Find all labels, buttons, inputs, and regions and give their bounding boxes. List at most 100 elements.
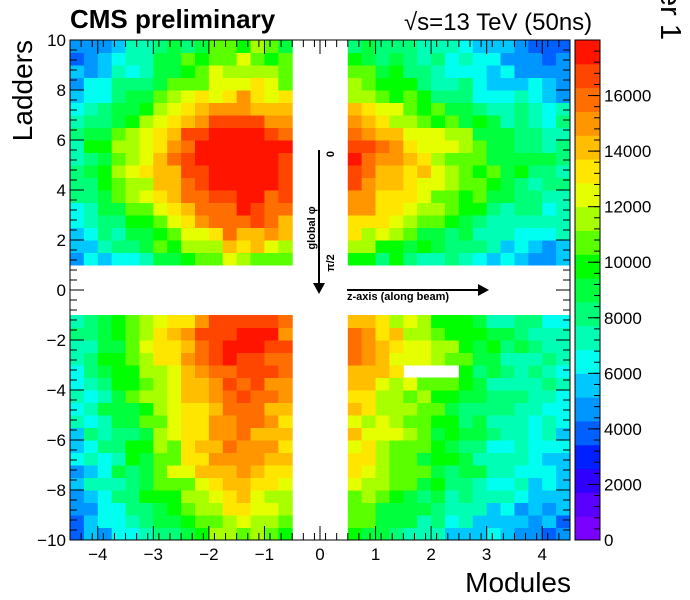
heatmap-cell [195,90,210,103]
heatmap-cell [472,327,488,341]
heatmap-cell [347,165,363,178]
heatmap-cell [139,415,154,428]
heatmap-cell [278,502,293,516]
color-bar-title: Cluster Occupancy- Layer 1 [654,0,686,40]
heatmap-cell [445,252,460,266]
heatmap-cell [431,340,446,353]
heatmap-cell [417,402,432,416]
heatmap-cell [417,127,432,141]
heatmap-cell [195,327,210,341]
heatmap-cell [264,352,279,366]
heatmap-cell [153,102,168,116]
heatmap-cell [83,327,99,341]
heatmap-cell [181,77,196,91]
heatmap-cell [556,315,571,328]
heatmap-cell [556,152,571,166]
heatmap-cell [389,452,404,466]
heatmap-cell [347,177,363,191]
heatmap-cell [236,502,252,516]
heatmap-cell [500,452,515,466]
heatmap-cell [264,427,279,441]
heatmap-cell [153,202,168,216]
heatmap-cell [222,52,238,66]
heatmap-cell [264,40,279,53]
heatmap-cell [417,115,432,128]
heatmap-cell [486,465,502,478]
color-bar-segment [575,40,600,65]
heatmap-cell [167,190,182,203]
heatmap-cell [514,77,529,91]
heatmap-cell [250,427,265,441]
heatmap-cell [208,52,224,66]
heatmap-cell [556,52,571,66]
heatmap-cell [181,115,196,128]
heatmap-cell [125,227,140,241]
heatmap-cell [542,65,557,78]
heatmap-cell [278,402,293,416]
heatmap-cell [445,490,460,503]
heatmap-cell [486,102,502,116]
heatmap-cell [389,390,404,403]
x-tick-label: 0 [315,545,324,564]
heatmap-cell [70,152,85,166]
heatmap-cell [236,140,252,153]
heatmap-cell [195,465,210,478]
heatmap-cell [445,477,460,491]
heatmap-cell [250,140,265,153]
heatmap-cell [445,390,460,403]
heatmap-cell [139,477,154,491]
heatmap-cell [278,40,293,53]
heatmap-cell [125,477,140,491]
heatmap-cell [500,440,515,453]
heatmap-cell [83,402,99,416]
heatmap-cell [403,377,418,391]
heatmap-cell [472,152,488,166]
heatmap-cell [70,377,85,391]
heatmap-cell [153,127,168,141]
heatmap-cell [375,390,390,403]
heatmap-cell [556,140,571,153]
heatmap-cell [125,77,140,91]
heatmap-cell [514,190,529,203]
heatmap-cell [556,215,571,228]
heatmap-cell [403,140,418,153]
heatmap-cell [458,527,474,541]
heatmap-cell [264,465,279,478]
y-tick-label: −6 [47,431,66,450]
heatmap-cell [361,77,377,91]
heatmap-cell [111,165,127,178]
color-bar-frame [574,39,601,541]
heatmap-cell [222,515,238,528]
heatmap-cell [250,527,265,541]
heatmap-cell [83,127,99,141]
heatmap-cell [361,340,377,353]
heatmap-cell [264,190,279,203]
heatmap-cell [514,477,529,491]
heatmap-cell [486,477,502,491]
heatmap-cell [83,140,99,153]
heatmap-cell [389,165,404,178]
heatmap-cell [139,215,154,228]
heatmap-cell [514,202,529,216]
heatmap-cell [236,115,252,128]
heatmap-cell [375,202,390,216]
heatmap-cell [167,140,182,153]
heatmap-cell [500,415,515,428]
heatmap-cell [486,227,502,241]
heatmap-cell [278,315,293,328]
heatmap-cell [236,527,252,541]
heatmap-cell [417,377,432,391]
heatmap-cell [486,152,502,166]
heatmap-cell [153,352,168,366]
heatmap-cell [139,227,154,241]
heatmap-cell [431,477,446,491]
heatmap-cell [208,427,224,441]
heatmap-cell [375,52,390,66]
heatmap-cell [528,390,543,403]
heatmap-cell [458,140,474,153]
heatmap-cell [125,40,140,53]
heatmap-cell [445,427,460,441]
heatmap-cell [208,140,224,153]
heatmap-cell [528,77,543,91]
heatmap-cell [208,415,224,428]
